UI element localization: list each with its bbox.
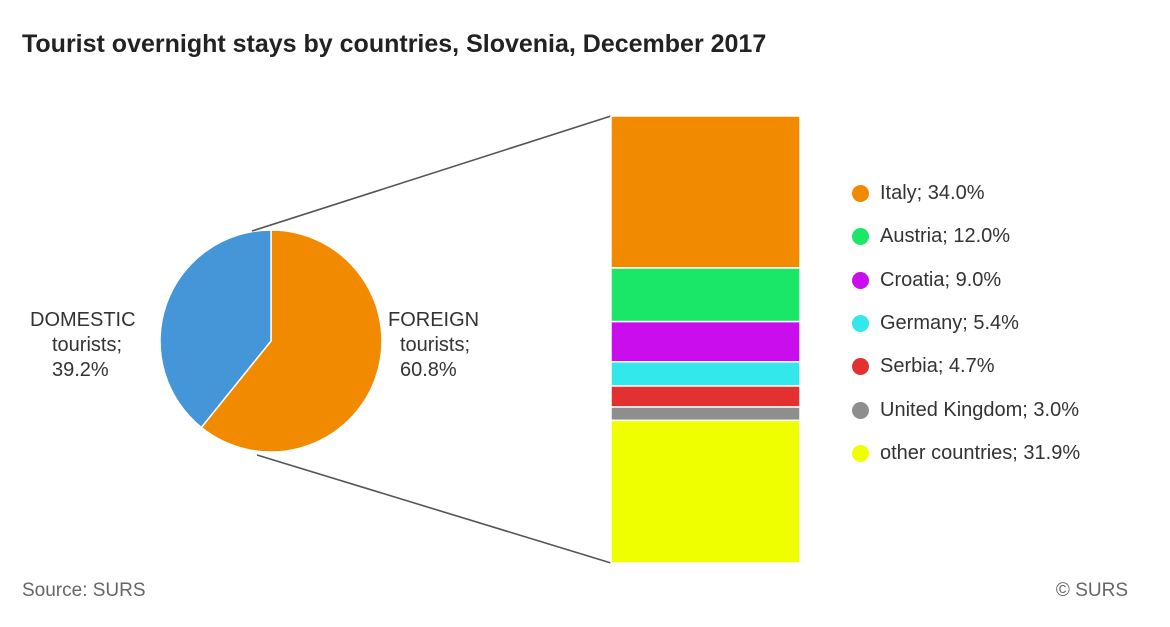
legend-dot-austria [852, 228, 869, 246]
legend-dot-croatia [852, 271, 869, 289]
foreign-slice-label: FOREIGN tourists; 60.8% [388, 308, 479, 383]
bar-segment-serbia [610, 385, 801, 408]
legend-item-croatia: Croatia; 9.0% [852, 259, 1080, 302]
legend-item-serbia: Serbia; 4.7% [852, 345, 1080, 388]
legend-item-united-kingdom: United Kingdom; 3.0% [852, 388, 1080, 431]
domestic-label-title: DOMESTIC [30, 309, 136, 331]
legend: Italy; 34.0% Austria; 12.0% Croatia; 9.0… [852, 172, 1080, 475]
legend-dot-italy [852, 185, 869, 203]
domestic-slice-label: DOMESTIC tourists; 39.2% [30, 308, 136, 383]
connector-lines [251, 115, 612, 564]
chart-title: Tourist overnight stays by countries, Sl… [22, 30, 767, 58]
connector-line-top [251, 115, 612, 232]
foreign-label-value: 60.8% [400, 359, 457, 381]
legend-item-italy: Italy; 34.0% [852, 172, 1080, 215]
foreign-label-title: FOREIGN [388, 309, 480, 331]
source-note: Source: SURS [22, 580, 146, 601]
bar-segment-austria [610, 267, 801, 323]
bar-segment-italy [610, 115, 801, 269]
bar-segment-germany [610, 361, 801, 387]
stacked-bar [610, 115, 801, 564]
pie-slice-domestic [159, 229, 272, 429]
legend-dot-serbia [852, 358, 869, 376]
domestic-label-subtitle: tourists; [52, 334, 123, 356]
bar-segment-other-countries [610, 419, 801, 564]
legend-label-germany: Germany; 5.4% [880, 312, 1019, 335]
legend-label-austria: Austria; 12.0% [880, 225, 1011, 248]
legend-dot-united-kingdom [852, 401, 869, 419]
legend-label-serbia: Serbia; 4.7% [880, 355, 995, 378]
legend-label-croatia: Croatia; 9.0% [880, 268, 1002, 291]
domestic-label-value: 39.2% [52, 359, 109, 381]
legend-item-germany: Germany; 5.4% [852, 302, 1080, 345]
pie-chart [159, 229, 383, 453]
bar-segment-croatia [610, 320, 801, 363]
legend-dot-other-countries [852, 444, 869, 462]
legend-label-italy: Italy; 34.0% [880, 182, 985, 205]
copyright-note: © SURS [1055, 580, 1128, 601]
connector-line-bottom [256, 454, 612, 564]
pie-slice-foreign [200, 229, 383, 453]
legend-item-other-countries: other countries; 31.9% [852, 432, 1080, 475]
foreign-label-subtitle: tourists; [400, 334, 471, 356]
bar-segment-united-kingdom [610, 406, 801, 422]
legend-label-united-kingdom: United Kingdom; 3.0% [880, 398, 1080, 421]
legend-label-other-countries: other countries; 31.9% [880, 441, 1081, 464]
legend-dot-germany [852, 315, 869, 333]
legend-item-austria: Austria; 12.0% [852, 215, 1080, 258]
